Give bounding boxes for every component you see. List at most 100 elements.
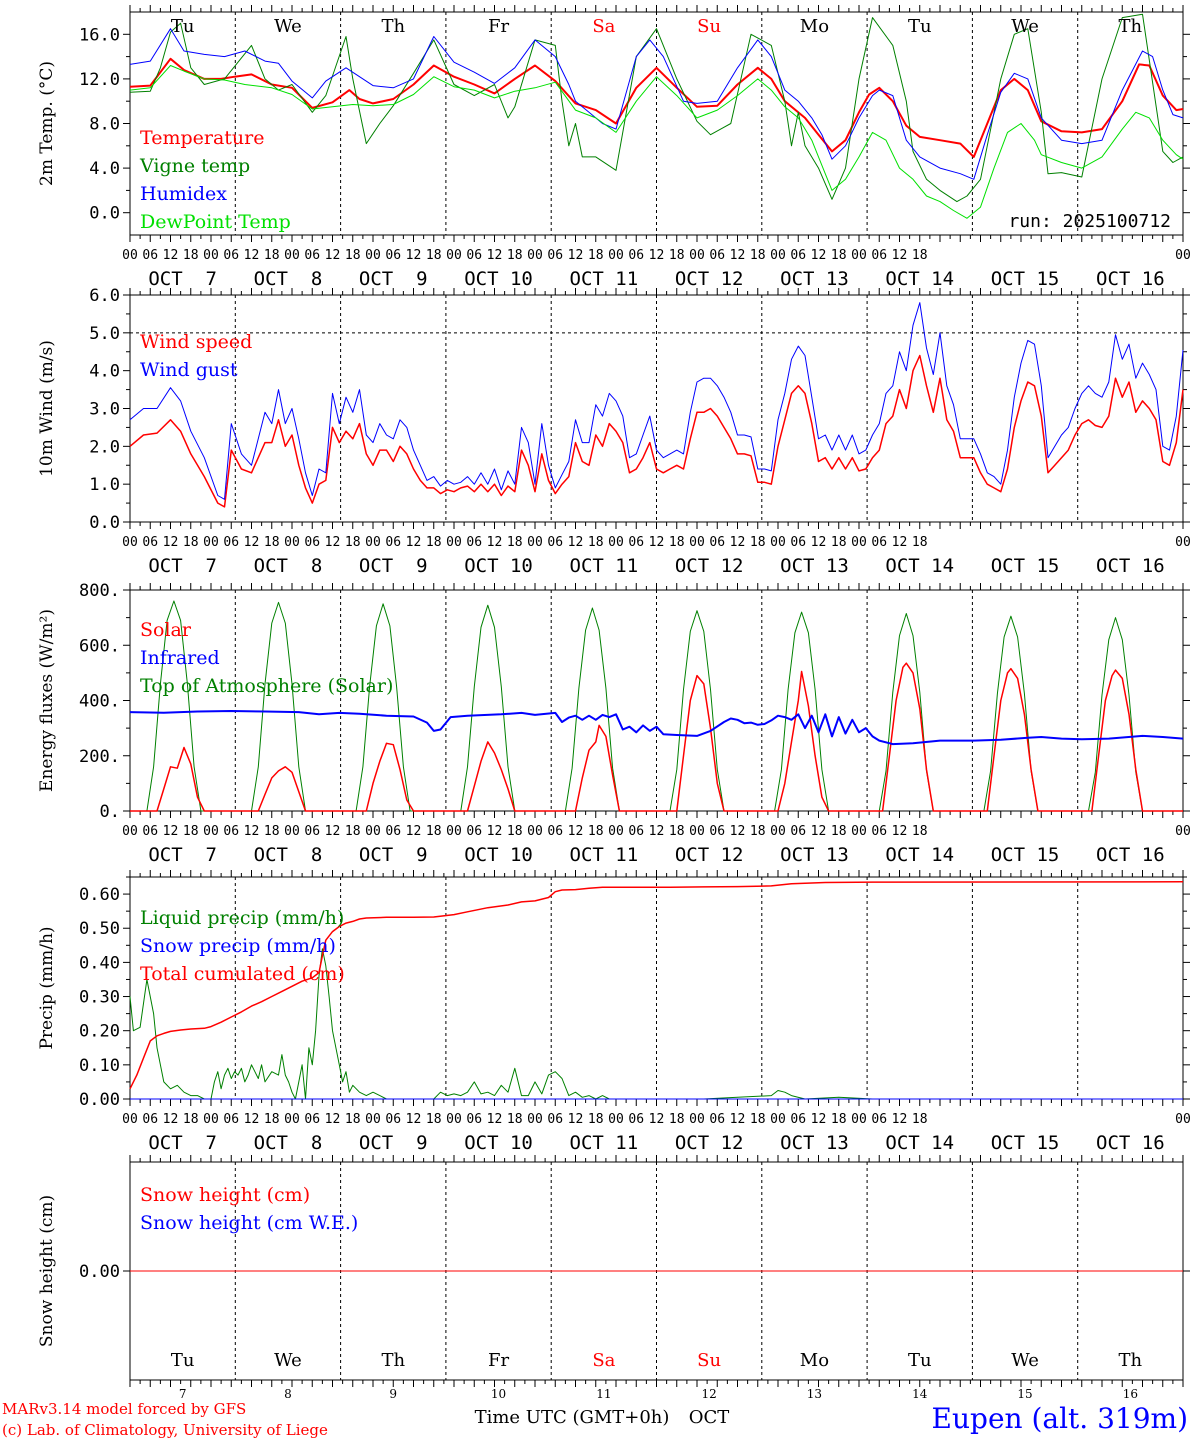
- hour-tick-label: 06: [871, 1112, 887, 1127]
- hour-tick-label: 12: [163, 248, 179, 263]
- date-label: OCT 11: [570, 268, 639, 290]
- hour-tick-label: 00: [527, 535, 543, 550]
- hour-tick-label: 00: [689, 248, 705, 263]
- wind-y-tick-label: 0.0: [89, 513, 120, 533]
- hour-tick-label: 12: [244, 824, 260, 839]
- precip-legend-entry: Total cumulated (cm): [140, 963, 345, 985]
- hour-tick-label: 12: [568, 1112, 584, 1127]
- wind-y-tick-label: 5.0: [89, 324, 120, 344]
- date-label: OCT 15: [991, 844, 1060, 866]
- day-name-label: Sa: [592, 16, 615, 37]
- hour-tick-label: 18: [912, 535, 928, 550]
- hour-tick-label: 06: [628, 1112, 644, 1127]
- hour-tick-label: 00: [446, 1112, 462, 1127]
- hour-tick-label: 06: [466, 824, 482, 839]
- energy-panel: 0. 200. 400. 600. 800. Energy fluxes (W/m²) So…: [37, 581, 1191, 866]
- hour-tick-label: 12: [406, 248, 422, 263]
- date-label: OCT 9: [359, 555, 428, 577]
- date-label: OCT 8: [254, 1132, 323, 1154]
- hour-tick-label: 00: [446, 535, 462, 550]
- wind-y-tick-label: 4.0: [89, 362, 120, 382]
- wind-series-group: [129, 302, 1184, 508]
- date-label: OCT 13: [780, 844, 849, 866]
- hour-tick-label: 00: [122, 535, 138, 550]
- precip-y-tick-label: 0.40: [79, 953, 120, 973]
- temp-legend-entry: Temperature: [140, 127, 264, 149]
- wind-legend: Wind speed Wind gust: [140, 331, 252, 381]
- day-number-label: 16: [1123, 1387, 1138, 1401]
- energy-legend-entry: Top of Atmosphere (Solar): [140, 675, 393, 697]
- day-name-label: Th: [1119, 1350, 1143, 1371]
- hour-tick-label: 06: [142, 535, 158, 550]
- hour-tick-label: 18: [507, 824, 523, 839]
- hour-tick-label: 00: [446, 824, 462, 839]
- date-label: OCT 13: [780, 1132, 849, 1154]
- precip-y-tick-label: 0.30: [79, 988, 120, 1008]
- hour-tick-label: 18: [669, 248, 685, 263]
- hour-tick-label: 00: [770, 248, 786, 263]
- hour-tick-label: 18: [183, 248, 199, 263]
- hour-tick-label: 18: [183, 824, 199, 839]
- hour-tick-label: 06: [628, 535, 644, 550]
- energy-legend: Solar Infrared Top of Atmosphere (Solar): [140, 619, 393, 697]
- hour-tick-label: 06: [709, 1112, 725, 1127]
- temp-series-humidex: [129, 28, 1184, 180]
- temp-legend-entry: Vigne temp: [139, 155, 250, 177]
- energy-y-tick-label: 600.: [79, 636, 120, 656]
- hour-tick-label: 18: [669, 535, 685, 550]
- day-name-label: We: [274, 16, 302, 37]
- wind-y-axis-title: 10m Wind (m/s): [37, 340, 57, 477]
- day-name-label: Tu: [171, 1350, 195, 1371]
- day-name-label: Fr: [488, 1350, 509, 1371]
- wind-series-wind-gust: [129, 302, 1184, 500]
- snow-y-tick-label: 0.00: [79, 1262, 120, 1282]
- hour-tick-label: 18: [345, 535, 361, 550]
- temp-x-axis-labels: 00 06 12 18 OCT 7 00 06 12 18 OCT 8 00 06 12 18 OCT 9 0…: [122, 248, 1191, 290]
- date-label: OCT 9: [359, 844, 428, 866]
- day-number-label: 13: [807, 1387, 822, 1401]
- date-label: OCT 12: [675, 844, 744, 866]
- day-name-label: Th: [1119, 16, 1143, 37]
- hour-tick-label: 18: [750, 535, 766, 550]
- hour-tick-label: 12: [325, 1112, 341, 1127]
- date-label: OCT 15: [991, 268, 1060, 290]
- temp-y-tick-label: 12.0: [79, 70, 120, 90]
- hour-tick-label: 18: [183, 1112, 199, 1127]
- snow-y-axis: 0.00: [79, 1262, 1190, 1282]
- hour-tick-label: 18: [264, 824, 280, 839]
- precip-y-tick-label: 0.00: [79, 1090, 120, 1110]
- location-title: Eupen (alt. 319m): [932, 1402, 1188, 1435]
- temp-legend-entry: DewPoint Temp: [140, 211, 291, 233]
- day-name-label: Mo: [800, 1350, 829, 1371]
- wind-y-tick-label: 2.0: [89, 437, 120, 457]
- hour-tick-label: 00: [527, 824, 543, 839]
- energy-y-axis: 0. 200. 400. 600. 800.: [79, 581, 1190, 822]
- date-label: OCT 10: [464, 555, 533, 577]
- wind-y-axis: 0.0 1.0 2.0 3.0 4.0 5.0 6.0: [89, 286, 1190, 533]
- x-axis-label: Time UTC (GMT+0h): [475, 1407, 670, 1428]
- day-name-label: Tu: [908, 1350, 932, 1371]
- day-number-label: 8: [284, 1387, 292, 1401]
- hour-tick-label: 18: [831, 824, 847, 839]
- hour-tick-label: 12: [487, 535, 503, 550]
- date-label: OCT 16: [1096, 555, 1165, 577]
- hour-tick-label: 06: [304, 248, 320, 263]
- hour-tick-label: 00: [1175, 248, 1191, 263]
- hour-tick-label: 06: [790, 248, 806, 263]
- date-label: OCT 11: [570, 555, 639, 577]
- hour-tick-label: 00: [365, 824, 381, 839]
- day-name-label: We: [1011, 16, 1039, 37]
- precip-y-tick-label: 0.10: [79, 1056, 120, 1076]
- temp-y-tick-label: 0.0: [89, 204, 120, 224]
- hour-tick-label: 18: [669, 824, 685, 839]
- snow-legend: Snow height (cm) Snow height (cm W.E.): [140, 1184, 358, 1234]
- hour-tick-label: 18: [507, 248, 523, 263]
- hour-tick-label: 12: [244, 1112, 260, 1127]
- hour-tick-label: 00: [851, 824, 867, 839]
- hour-tick-label: 12: [649, 248, 665, 263]
- day-name-label: We: [1011, 1350, 1039, 1371]
- hour-tick-label: 00: [122, 248, 138, 263]
- date-label: OCT 7: [148, 844, 217, 866]
- day-number-label: 14: [912, 1387, 928, 1401]
- hour-tick-label: 12: [568, 248, 584, 263]
